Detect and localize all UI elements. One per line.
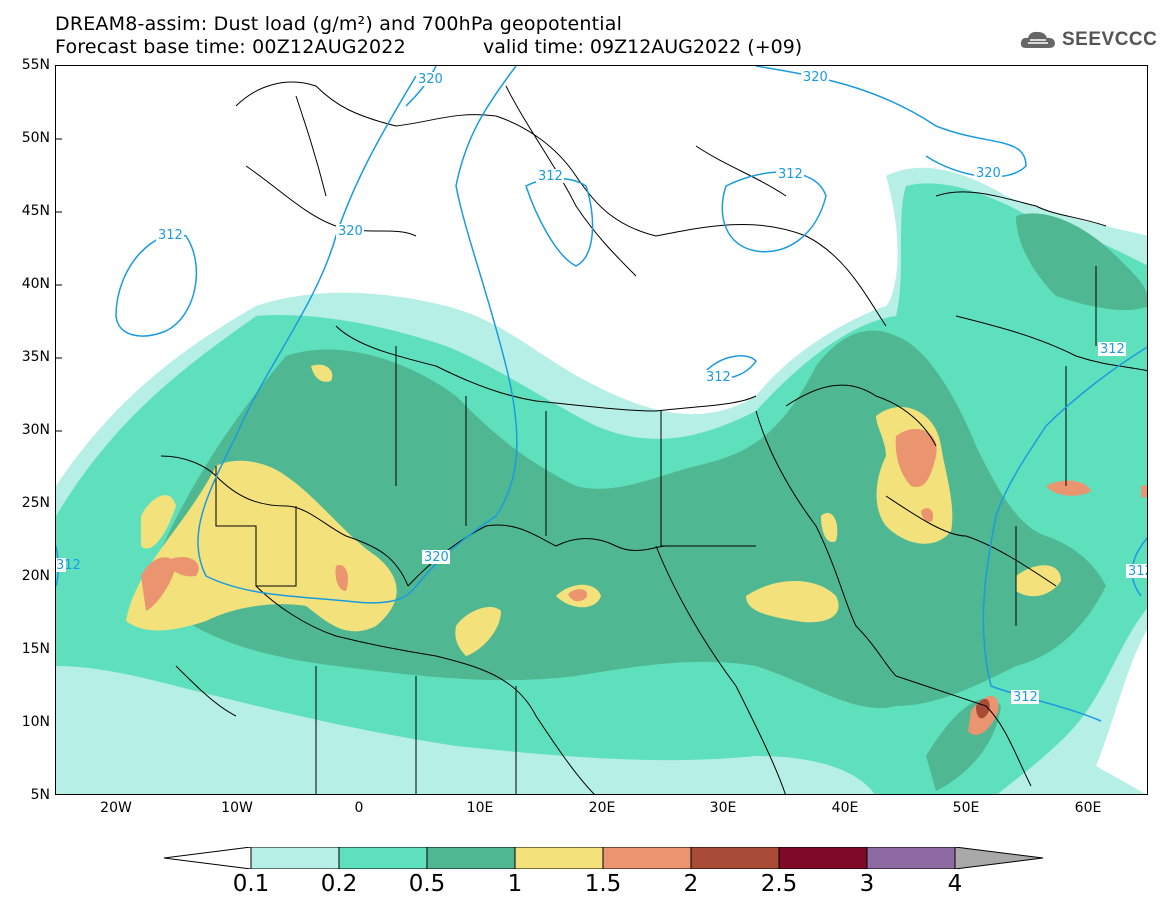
colorbar-label: 0.2	[320, 871, 358, 897]
colorbar-label: 1.5	[584, 871, 622, 897]
lon-label-50e: 50E	[952, 800, 980, 816]
lat-label-35n: 35N	[21, 349, 50, 365]
contour-label: 312	[706, 370, 731, 385]
lon-label-30e: 30E	[709, 800, 737, 816]
lon-label-20w: 20W	[100, 800, 132, 816]
lon-label-20e: 20E	[588, 800, 616, 816]
colorbar-swatch	[602, 847, 692, 869]
contour-label: 312	[56, 558, 81, 573]
colorbar-label: 3	[859, 871, 875, 897]
lon-label-10w: 10W	[221, 800, 253, 816]
lat-label-20n: 20N	[21, 568, 50, 584]
colorbar-under-arrow	[164, 847, 252, 869]
seevccc-logo: SEEVCCC	[1018, 28, 1157, 52]
colorbar-label: 1	[507, 871, 523, 897]
valid-time: valid time: 09Z12AUG2022 (+09)	[483, 36, 803, 58]
contour-label: 312	[1128, 564, 1148, 579]
lon-label-40e: 40E	[831, 800, 859, 816]
contour-label: 312	[778, 167, 803, 182]
brand-name: SEEVCCC	[1062, 29, 1158, 50]
colorbar-swatch	[866, 847, 956, 869]
contour-label: 312	[1013, 690, 1038, 705]
forecast-base-time: Forecast base time: 00Z12AUG2022	[55, 36, 406, 58]
colorbar	[164, 847, 1044, 869]
colorbar-swatch	[426, 847, 516, 869]
lat-label-50n: 50N	[21, 130, 50, 146]
map-canvas: 320 312 320 312 312 320 312 312 320 320 …	[56, 66, 1148, 794]
lat-label-10n: 10N	[21, 714, 50, 730]
lat-label-40n: 40N	[21, 276, 50, 292]
contour-labels: 320 312 320 312 312 320 312 312 320 320 …	[56, 70, 1148, 705]
cloud-icon	[1020, 31, 1055, 48]
colorbar-swatch	[514, 847, 604, 869]
colorbar-over-arrow	[954, 847, 1044, 869]
colorbar-label: 4	[947, 871, 963, 897]
lat-label-55n: 55N	[21, 57, 50, 73]
contour-label: 320	[338, 224, 363, 239]
contour-label: 320	[418, 72, 443, 87]
lat-label-25n: 25N	[21, 495, 50, 511]
colorbar-label: 0.5	[408, 871, 446, 897]
dust-load-map: 320 312 320 312 312 320 312 312 320 320 …	[55, 65, 1148, 795]
contour-label: 312	[1100, 342, 1125, 357]
contour-label: 312	[158, 228, 183, 243]
contour-label: 320	[803, 70, 828, 85]
contour-label: 320	[424, 550, 449, 565]
lat-label-5n: 5N	[30, 787, 50, 803]
contour-label: 320	[976, 166, 1001, 181]
lat-label-45n: 45N	[21, 203, 50, 219]
map-title: DREAM8-assim: Dust load (g/m²) and 700hP…	[55, 13, 623, 35]
colorbar-label: 2.5	[760, 871, 798, 897]
colorbar-swatch	[778, 847, 868, 869]
colorbar-swatch	[338, 847, 428, 869]
lat-label-15n: 15N	[21, 641, 50, 657]
colorbar-swatch	[250, 847, 340, 869]
lon-label-0: 0	[354, 800, 364, 816]
colorbar-label: 2	[683, 871, 699, 897]
lon-label-10e: 10E	[466, 800, 494, 816]
lat-label-30n: 30N	[21, 422, 50, 438]
lon-label-60e: 60E	[1074, 800, 1102, 816]
country-borders	[160, 81, 1147, 794]
contour-label: 312	[538, 169, 563, 184]
colorbar-swatch	[690, 847, 780, 869]
colorbar-label: 0.1	[232, 871, 270, 897]
